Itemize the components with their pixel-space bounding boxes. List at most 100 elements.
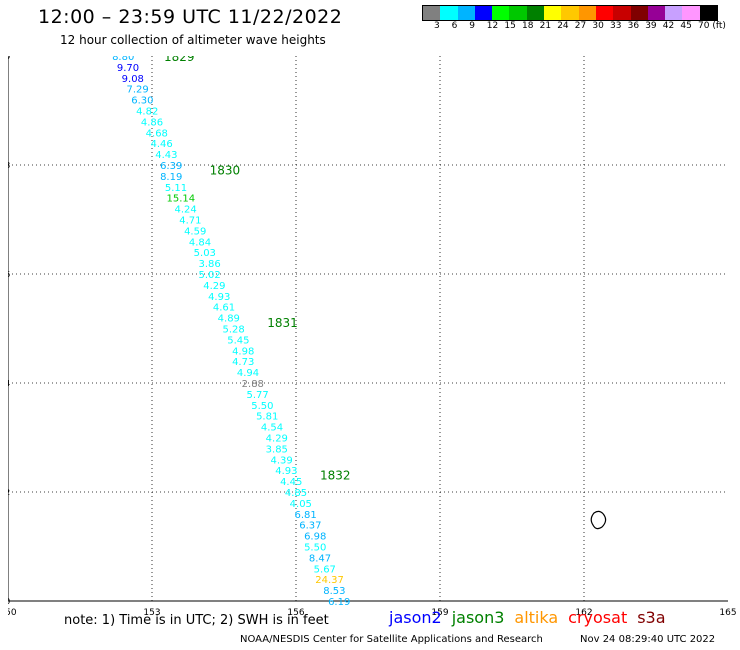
- wave-height-value: 4.39: [270, 455, 292, 466]
- orbit-track-labels: 1829 1830 1831 1832: [164, 56, 351, 483]
- wave-height-value: 5.50: [251, 401, 273, 412]
- wave-height-value: 9.70: [117, 63, 139, 74]
- y-tick-label: 14: [8, 379, 10, 388]
- color-legend-label: 36: [627, 21, 640, 31]
- map-subtitle: 12 hour collection of altimeter wave hei…: [60, 33, 326, 47]
- color-swatch: [440, 6, 458, 20]
- wave-height-value: 4.68: [146, 128, 168, 139]
- color-legend-label: 18: [522, 21, 534, 31]
- lat-lon-grid: [8, 56, 728, 602]
- wave-height-value: 6.98: [304, 532, 326, 543]
- color-swatch: [544, 6, 562, 20]
- wave-height-map: 150 153 156 159 162 165 20 18 16 14 12 10 8.809.709…: [8, 56, 736, 616]
- satellite-legend-s3a: s3a: [637, 608, 666, 627]
- wave-height-value: 4.59: [184, 226, 206, 237]
- color-legend-label: 21: [539, 21, 552, 31]
- wave-height-value: 5.67: [314, 564, 336, 575]
- wave-height-value: 4.45: [280, 477, 302, 488]
- wave-height-value: 3.85: [266, 444, 288, 455]
- color-swatch: [509, 6, 527, 20]
- wave-height-value: 8.80: [112, 56, 134, 63]
- credit-line: NOAA/NESDIS Center for Satellite Applica…: [240, 634, 543, 645]
- orbit-track-label: 1831: [267, 316, 298, 330]
- wave-height-value: 6.37: [299, 521, 321, 532]
- color-swatch: [613, 6, 631, 20]
- wave-height-value: 4.89: [218, 314, 240, 325]
- generated-timestamp: Nov 24 08:29:40 UTC 2022: [580, 634, 716, 645]
- island-outline: [590, 510, 607, 530]
- color-legend-label: 27: [574, 21, 587, 31]
- wave-height-value: 5.02: [198, 270, 220, 281]
- wave-height-value: 7.29: [126, 85, 148, 96]
- wave-height-value: 4.29: [203, 281, 225, 292]
- satellite-legend: jason2 jason3 altika cryosat s3a: [389, 608, 676, 627]
- color-swatch: [578, 6, 596, 20]
- wave-height-value: 3.86: [198, 259, 220, 270]
- color-swatch: [474, 6, 493, 20]
- satellite-legend-cryosat: cryosat: [568, 608, 628, 627]
- color-swatch: [665, 6, 683, 20]
- wave-height-value: 6.30: [131, 96, 153, 107]
- color-swatch: [526, 6, 545, 20]
- wave-height-value: 4.82: [136, 107, 158, 118]
- wave-height-value: 4.29: [266, 434, 288, 445]
- color-swatch: [647, 6, 666, 20]
- wave-height-value: 6.81: [294, 510, 316, 521]
- color-swatch: [423, 6, 441, 20]
- y-tick-label: 16: [8, 270, 10, 279]
- color-swatch: [492, 6, 510, 20]
- orbit-track-label: 1832: [320, 469, 351, 483]
- color-swatch: [682, 6, 700, 20]
- wave-height-value: 5.28: [222, 325, 244, 336]
- wave-height-value: 2.88: [242, 379, 264, 390]
- wave-height-value: 8.53: [323, 586, 345, 597]
- color-legend-label: 42: [662, 21, 675, 31]
- wave-height-value: 5.81: [256, 412, 278, 423]
- wave-height-value: 5.77: [246, 390, 268, 401]
- color-swatch: [457, 6, 475, 20]
- color-legend-label: 45: [680, 21, 692, 31]
- y-tick-label: 10: [8, 597, 10, 606]
- y-tick-label: 12: [8, 488, 10, 497]
- wave-height-value: 4.43: [155, 150, 177, 161]
- wave-height-value: 4.86: [141, 117, 163, 128]
- color-legend-label: 30: [592, 21, 604, 31]
- satellite-legend-jason2: jason2: [389, 608, 442, 627]
- color-swatch: [595, 6, 614, 20]
- x-tick-label: 153: [143, 608, 160, 616]
- wave-height-value: 8.19: [160, 172, 182, 183]
- wave-height-value: 4.93: [208, 292, 230, 303]
- color-legend-label: 33: [610, 21, 622, 31]
- color-swatch: [561, 6, 579, 20]
- x-tick-label: 150: [8, 608, 17, 616]
- color-legend-label: 12: [486, 21, 499, 31]
- color-legend-label: 24: [557, 21, 569, 31]
- wave-height-value: 4.98: [232, 346, 254, 357]
- wave-height-value: 24.37: [315, 575, 344, 586]
- x-tick-label: 159: [431, 608, 448, 616]
- color-swatch: [630, 6, 648, 20]
- color-legend-label: 6: [451, 21, 458, 31]
- map-title: 12:00 – 23:59 UTC 11/22/2022: [38, 6, 343, 28]
- color-legend-label: 3: [434, 21, 440, 31]
- wave-height-value: 4.05: [290, 499, 312, 510]
- x-tick-label: 156: [287, 608, 304, 616]
- satellite-legend-altika: altika: [514, 608, 559, 627]
- satellite-legend-jason3: jason3: [451, 608, 505, 627]
- orbit-track-label: 1830: [210, 163, 241, 177]
- wave-height-value: 5.45: [227, 335, 249, 346]
- color-legend-label: 9: [469, 21, 475, 31]
- wave-height-value: 5.03: [194, 248, 216, 259]
- wave-height-value: 5.50: [304, 543, 326, 554]
- orbit-track-label: 1829: [164, 56, 195, 64]
- wave-height-value: 5.11: [165, 183, 187, 194]
- wave-height-value: 6.19: [328, 597, 350, 608]
- wave-height-value: 4.73: [232, 357, 254, 368]
- wave-height-value: 4.94: [237, 368, 259, 379]
- wave-height-value: 8.47: [309, 553, 331, 564]
- wave-height-value: 4.61: [213, 303, 235, 314]
- color-legend-label: 39: [645, 21, 657, 31]
- color-legend-label: 15: [504, 21, 516, 31]
- y-tick-label: 20: [8, 56, 10, 61]
- color-legend-labels: 3 6 9 12 15 18 21 24 27 30 33 36 39 42 45 70 (ft): [422, 21, 740, 35]
